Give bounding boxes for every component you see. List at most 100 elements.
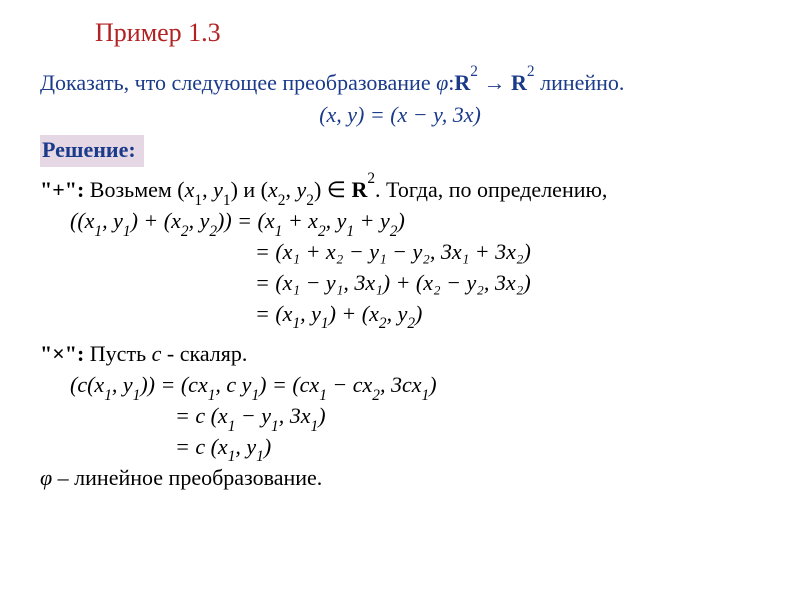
t4: . Тогда, по определению,: [375, 177, 607, 202]
m2d: , c y: [215, 372, 251, 397]
additivity-line5: = (x1, y1) + (x2, y2): [255, 299, 760, 330]
proof-body: "+": Возьмем (x1, y1) и (x2, y2) ∈ R2. Т…: [40, 175, 760, 493]
R-right: R: [511, 70, 527, 95]
m2b: , y: [112, 372, 133, 397]
homogeneity-line1: "×": Пусть c - скаляр.: [40, 339, 760, 370]
phi-symbol: φ: [436, 70, 448, 95]
x2: x: [268, 177, 278, 202]
x1: x: [185, 177, 195, 202]
m2a: (c(x: [70, 372, 104, 397]
l5e: ): [415, 301, 422, 326]
m2e: ) = (cx: [259, 372, 319, 397]
additivity-line3: = (x₁ + x₂ − y₁ − y₂, 3x₁ + 3x₂): [255, 237, 760, 268]
slide: Пример 1.3 Доказать, что следующее преоб…: [0, 0, 800, 600]
l2s2: 1: [123, 223, 131, 240]
l2s3: 2: [181, 223, 189, 240]
homogeneity-line4: = c (x1, y1): [175, 432, 760, 463]
y2: y: [296, 177, 306, 202]
mt2: - скаляр.: [161, 341, 247, 366]
additivity-line1: "+": Возьмем (x1, y1) и (x2, y2) ∈ R2. Т…: [40, 175, 760, 206]
problem-statement: Доказать, что следующее преобразование φ…: [40, 68, 760, 129]
m4c: ): [264, 434, 271, 459]
m2s7: 1: [422, 387, 430, 404]
m4b: , y: [235, 434, 256, 459]
l2s6: 2: [318, 223, 326, 240]
s2b: 2: [306, 192, 314, 209]
l2h: + y: [354, 208, 390, 233]
example-title: Пример 1.3: [95, 18, 760, 48]
l2f: + x: [282, 208, 318, 233]
m2h: ): [429, 372, 436, 397]
m4s1: 1: [228, 448, 236, 465]
m2g: , 3cx: [380, 372, 422, 397]
l2i: ): [397, 208, 404, 233]
s1b: 1: [223, 192, 231, 209]
m3a: = c (x: [175, 403, 228, 428]
homogeneity-line2: (c(x1, y1)) = (cx1, c y1) = (cx1 − cx2, …: [70, 370, 760, 401]
m3s3: 1: [311, 418, 319, 435]
c2: ,: [285, 177, 296, 202]
l5s4: 2: [407, 315, 415, 332]
l5c: ) + (x: [329, 301, 379, 326]
m3d: ): [318, 403, 325, 428]
additivity-line4: = (x₁ − y₁, 3x₁) + (x₂ − y₂, 3x₂): [255, 268, 760, 299]
l2b: , y: [102, 208, 123, 233]
t2: ) и (: [231, 177, 268, 202]
m2s5: 1: [319, 387, 327, 404]
t3: ) ∈: [314, 177, 352, 202]
additivity-line2: ((x1, y1) + (x2, y2)) = (x1 + x2, y1 + y…: [70, 206, 760, 237]
m3s2: 1: [271, 418, 279, 435]
phi-concl: φ: [40, 465, 52, 490]
m2s4: 1: [251, 387, 259, 404]
l5s2: 1: [321, 315, 329, 332]
plus-label: "+":: [40, 177, 90, 202]
c: c: [152, 341, 162, 366]
intro-text: Доказать, что следующее преобразование: [40, 70, 436, 95]
s2a: 2: [278, 192, 286, 209]
definition-equation: (x, y) = (x − y, 3x): [319, 102, 481, 127]
l2s1: 1: [94, 223, 102, 240]
m4a: = c (x: [175, 434, 228, 459]
l2s7: 1: [346, 223, 354, 240]
l2s5: 1: [275, 223, 283, 240]
R2: R: [351, 177, 367, 202]
l5s3: 2: [379, 315, 387, 332]
c1: ,: [202, 177, 213, 202]
m2c: )) = (cx: [140, 372, 207, 397]
mul-label: "×":: [40, 341, 90, 366]
l2a: ((x: [70, 208, 94, 233]
m3c: , 3x: [279, 403, 311, 428]
pow-left: 2: [470, 63, 478, 80]
l2g: , y: [326, 208, 347, 233]
l2s8: 2: [390, 223, 398, 240]
homogeneity-line3: = c (x1 − y1, 3x1): [175, 401, 760, 432]
intro-tail: линейно.: [535, 70, 625, 95]
conclusion-text: – линейное преобразование.: [52, 465, 322, 490]
l5s1: 1: [292, 315, 300, 332]
l2d: , y: [189, 208, 210, 233]
R-left: R: [454, 70, 470, 95]
l2c: ) + (x: [131, 208, 181, 233]
l5b: , y: [300, 301, 321, 326]
R2pow: 2: [367, 170, 375, 187]
m2s2: 1: [133, 387, 141, 404]
conclusion: φ – линейное преобразование.: [40, 463, 760, 494]
l5d: , y: [387, 301, 408, 326]
t1: Возьмем (: [90, 177, 185, 202]
mt1: Пусть: [90, 341, 152, 366]
m2s3: 1: [208, 387, 216, 404]
m2s1: 1: [104, 387, 112, 404]
y1: y: [213, 177, 223, 202]
l5a: = (x: [255, 301, 292, 326]
solution-label: Решение:: [40, 135, 144, 167]
m2f: − cx: [327, 372, 372, 397]
m2s6: 2: [372, 387, 380, 404]
l2e: )) = (x: [217, 208, 275, 233]
m4s2: 1: [256, 448, 264, 465]
m3b: − y: [235, 403, 271, 428]
s1a: 1: [194, 192, 202, 209]
l2s4: 2: [209, 223, 217, 240]
arrow: →: [478, 70, 511, 95]
m3s1: 1: [228, 418, 236, 435]
pow-right: 2: [527, 63, 535, 80]
